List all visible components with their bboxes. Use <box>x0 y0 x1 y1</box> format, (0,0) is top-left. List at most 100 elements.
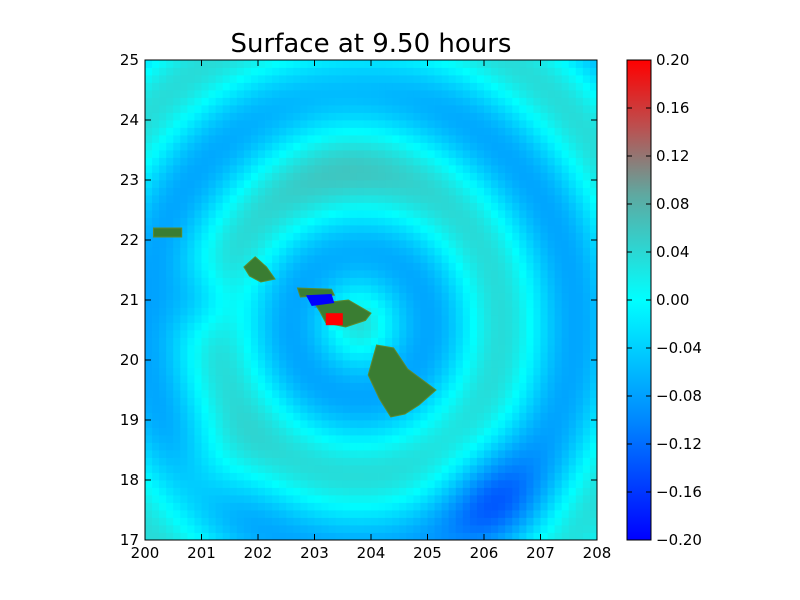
heat-cell <box>194 427 202 436</box>
heat-cell <box>335 255 344 263</box>
heat-cell <box>250 367 259 376</box>
heat-cell <box>434 67 443 76</box>
heat-cell <box>335 112 344 121</box>
heat-cell <box>222 502 231 511</box>
heat-cell <box>582 405 591 413</box>
heat-cell <box>321 420 330 428</box>
heat-cell <box>222 420 231 428</box>
heat-cell <box>469 82 478 91</box>
heat-cell <box>243 525 252 533</box>
heat-cell <box>152 472 160 481</box>
heat-cell <box>491 82 499 91</box>
heat-cell <box>328 187 337 196</box>
heat-cell <box>152 517 160 526</box>
heat-cell <box>307 517 315 526</box>
heat-cell <box>187 285 195 293</box>
heat-cell <box>491 382 499 391</box>
heat-cell <box>568 157 577 166</box>
heat-cell <box>293 225 301 233</box>
heat-cell <box>236 337 245 346</box>
heat-cell <box>561 360 570 368</box>
heat-cell <box>512 465 520 473</box>
heat-cell <box>462 97 471 106</box>
heat-cell <box>427 360 435 368</box>
heat-cell <box>533 150 541 158</box>
heat-cell <box>272 300 280 308</box>
heat-cell <box>250 210 259 218</box>
heat-cell <box>554 172 563 181</box>
heat-cell <box>420 120 428 128</box>
heat-cell <box>180 150 188 158</box>
heat-cell <box>293 240 301 248</box>
heat-cell <box>342 202 351 211</box>
heat-cell <box>356 322 365 331</box>
heat-cell <box>462 330 471 338</box>
heat-cell <box>342 277 351 286</box>
heat-cell <box>152 180 160 188</box>
heat-cell <box>363 397 372 406</box>
heat-cell <box>229 60 238 68</box>
heat-cell <box>575 457 584 466</box>
heat-cell <box>469 375 478 383</box>
heat-cell <box>406 330 414 338</box>
heat-cell <box>173 442 181 451</box>
heat-cell <box>307 495 315 503</box>
heat-cell <box>378 510 386 518</box>
heat-cell <box>427 180 435 188</box>
heat-cell <box>441 412 450 421</box>
heat-cell <box>371 157 379 166</box>
heat-cell <box>145 495 153 503</box>
heat-cell <box>455 352 464 361</box>
heat-cell <box>413 127 421 136</box>
heat-cell <box>328 352 337 361</box>
heat-cell <box>236 420 245 428</box>
heat-cell <box>568 375 577 383</box>
heat-cell <box>406 240 414 248</box>
heat-cell <box>476 382 485 391</box>
heat-cell <box>279 487 287 496</box>
heat-cell <box>399 510 407 518</box>
heat-cell <box>335 375 344 383</box>
heat-cell <box>250 157 259 166</box>
heat-cell <box>554 480 563 488</box>
heat-cell <box>540 217 548 226</box>
heat-cell <box>215 300 224 308</box>
heat-cell <box>321 360 330 368</box>
heat-cell <box>554 300 563 308</box>
heat-cell <box>342 270 351 278</box>
heat-cell <box>194 345 202 353</box>
heat-cell <box>413 60 421 68</box>
heat-cell <box>420 262 428 271</box>
heat-cell <box>455 255 464 263</box>
heat-cell <box>307 127 315 136</box>
heat-cell <box>399 502 407 511</box>
heat-cell <box>505 270 513 278</box>
heat-cell <box>208 375 217 383</box>
heat-cell <box>547 465 556 473</box>
heat-cell <box>476 135 485 143</box>
heat-cell <box>152 457 160 466</box>
heat-cell <box>533 202 541 211</box>
heat-cell <box>222 292 231 301</box>
heat-cell <box>462 112 471 121</box>
heat-cell <box>491 105 499 113</box>
heat-cell <box>575 427 584 436</box>
heat-cell <box>201 247 209 256</box>
heat-cell <box>455 420 464 428</box>
heat-cell <box>399 315 407 323</box>
heat-cell <box>286 112 294 121</box>
heat-cell <box>265 487 273 496</box>
heat-cell <box>526 292 534 301</box>
heat-cell <box>363 480 372 488</box>
heat-cell <box>187 435 195 443</box>
heat-cell <box>547 480 556 488</box>
heat-cell <box>208 112 217 121</box>
heat-cell <box>258 255 266 263</box>
heat-cell <box>321 277 330 286</box>
heat-cell <box>307 487 315 496</box>
heat-cell <box>448 367 457 376</box>
heat-cell <box>328 292 337 301</box>
x-tick-label: 208 <box>583 544 612 562</box>
heat-cell <box>265 150 273 158</box>
heat-cell <box>328 277 337 286</box>
